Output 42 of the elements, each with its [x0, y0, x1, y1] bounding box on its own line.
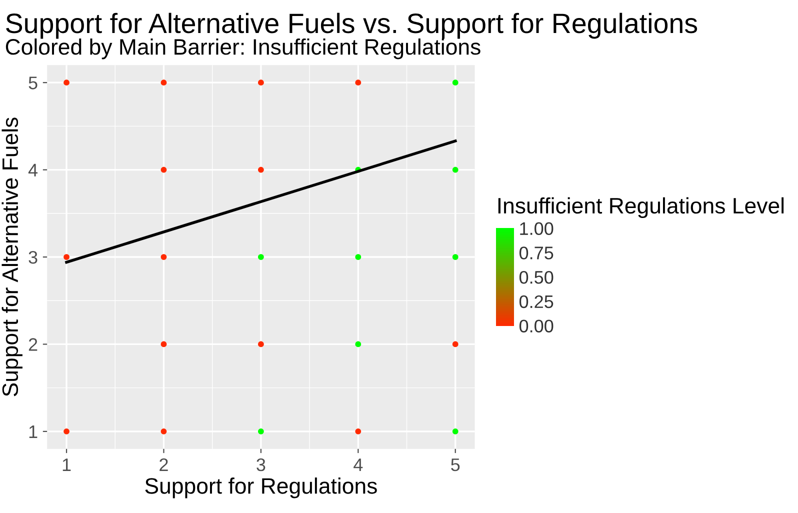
- x-tick-label: 3: [256, 458, 266, 472]
- point: [355, 341, 362, 348]
- chart-subtitle: Colored by Main Barrier: Insufficient Regulations: [6, 38, 480, 60]
- color-bar-label: 0.00: [519, 320, 554, 332]
- point: [160, 341, 167, 348]
- point: [258, 254, 264, 260]
- color-bar-label: 1.00: [520, 222, 554, 236]
- x-tick-label: 2: [160, 458, 168, 471]
- point: [64, 80, 70, 86]
- color-bar-label: 0.75: [519, 246, 554, 260]
- point: [258, 80, 264, 86]
- color-bar-label: 0.50: [519, 270, 554, 284]
- x-tick-label: 5: [451, 458, 460, 472]
- x-axis-title: Support for Regulations: [145, 478, 377, 498]
- point: [258, 166, 264, 173]
- y-tick-label: 2: [28, 338, 38, 351]
- y-tick-label: 1: [29, 426, 38, 438]
- x-tick-label: 4: [354, 458, 363, 471]
- x-tick-label: 1: [62, 458, 71, 471]
- color-bar-label: 0.25: [519, 295, 554, 308]
- point: [160, 80, 167, 86]
- point: [452, 254, 458, 260]
- point: [452, 428, 458, 434]
- y-tick-label: 3: [28, 250, 38, 264]
- chart-title: Support for Alternative Fuels vs. Support for Regulations: [6, 12, 698, 39]
- point: [355, 428, 362, 434]
- y-tick-label: 4: [28, 164, 38, 176]
- point: [452, 166, 458, 173]
- y-axis-title: Support for Alternative Fuels: [2, 118, 22, 396]
- point: [160, 428, 167, 434]
- y-tick-label: 5: [28, 76, 38, 90]
- point: [452, 341, 458, 348]
- color-bar-title: Insufficient Regulations Level: [498, 197, 784, 218]
- point: [452, 80, 458, 86]
- point: [258, 428, 264, 434]
- point: [160, 166, 167, 173]
- point: [355, 254, 362, 260]
- point: [64, 428, 70, 434]
- point: [355, 80, 362, 86]
- point: [64, 254, 70, 260]
- point: [160, 254, 167, 260]
- point: [258, 341, 264, 348]
